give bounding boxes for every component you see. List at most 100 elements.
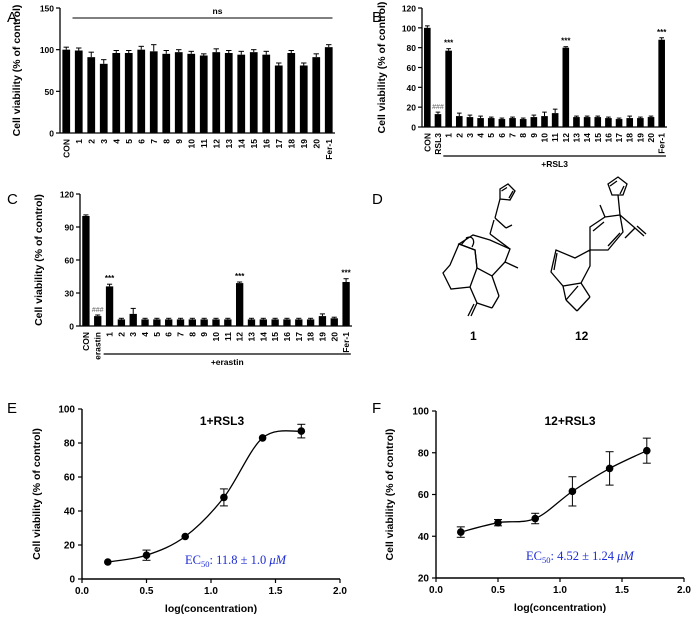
category-label: 20 [311, 139, 321, 149]
y-axis-title: Cell viability (% of control) [33, 194, 45, 326]
category-label: 3 [99, 139, 109, 144]
category-label: CON [81, 332, 91, 351]
bar [174, 52, 183, 133]
x-tick-label: 0.5 [491, 585, 505, 596]
category-label: CON [61, 139, 71, 158]
chart-title: 12+RSL3 [544, 414, 595, 428]
y-tick-label: 50 [45, 87, 55, 97]
category-label: erastin [93, 332, 103, 360]
bar [137, 49, 146, 133]
category-label: 5 [486, 133, 496, 138]
bar [162, 53, 171, 134]
bar [74, 50, 83, 133]
bar [295, 319, 303, 326]
significance-marker: *** [235, 272, 245, 281]
bar [82, 216, 90, 326]
bar [615, 119, 623, 127]
category-label: 17 [294, 332, 304, 342]
category-label: 14 [582, 133, 592, 143]
bar [312, 57, 321, 133]
x-tick-label: 0.5 [140, 586, 154, 597]
category-label: 20 [646, 133, 656, 143]
category-label: 13 [571, 133, 581, 143]
panel-letter-e: E [7, 400, 17, 417]
x-tick-label: 1.0 [553, 585, 567, 596]
significance-marker: *** [444, 39, 454, 48]
category-label: 4 [140, 332, 150, 337]
data-point [181, 532, 189, 541]
category-label: 16 [603, 133, 613, 143]
y-axis-title: Cell viability (% of control) [376, 2, 388, 134]
y-tick-label: 20 [64, 541, 76, 552]
bar [199, 55, 208, 133]
dose-response-chart-f: 0.0 0.5 1.0 1.5 2.0 20 40 60 80 100 Cell viability… [384, 407, 691, 615]
category-label: 10 [186, 139, 196, 149]
bar [212, 319, 220, 326]
bar [129, 313, 137, 326]
panel-letter-f: F [372, 400, 381, 417]
panel-letter-c: C [7, 191, 18, 208]
y-tick-label: 20 [418, 574, 430, 585]
y-tick-label: 20 [407, 103, 417, 113]
bar [299, 65, 308, 133]
y-tick-label: 40 [64, 507, 76, 518]
category-label: 11 [223, 332, 233, 341]
bar [237, 54, 246, 133]
y-tick-label: 60 [64, 473, 76, 484]
category-label: 7 [508, 133, 518, 138]
chemical-structures: 1 12 [442, 176, 647, 343]
bar [112, 53, 121, 133]
bar [117, 319, 126, 326]
y-tick-label: 30 [65, 289, 75, 299]
x-tick-label: 2.0 [677, 585, 691, 596]
category-label: Fer-1 [657, 133, 667, 154]
dose-response-chart-e: 0.0 0.5 1.0 1.5 2.0 0 20 40 60 80 100 Cell viabilit… [31, 405, 347, 616]
y-tick-label: 100 [402, 23, 416, 33]
ec50-label: EC50: 4.52 ± 1.24 μM [526, 549, 634, 565]
category-label: RSL3 [433, 133, 443, 155]
y-tick-label: 90 [65, 223, 75, 233]
category-label: 6 [164, 332, 174, 337]
data-point [104, 558, 112, 566]
category-label: 17 [614, 133, 624, 143]
hash-marker: ### [432, 104, 444, 111]
y-tick-label: 0 [69, 322, 74, 332]
bar [306, 319, 315, 326]
bar [498, 119, 506, 127]
bar [637, 118, 644, 127]
panel-letter-b: B [372, 9, 382, 26]
category-label: 18 [625, 133, 635, 143]
category-label: 17 [274, 139, 284, 149]
bar [99, 63, 108, 134]
bar [283, 319, 291, 326]
bar [212, 52, 221, 133]
hash-marker: ### [92, 307, 104, 314]
category-label: 15 [270, 332, 280, 342]
bar [224, 319, 232, 326]
x-tick-label: 1.5 [615, 585, 629, 596]
category-label: 3 [128, 332, 138, 337]
compound-1-label: 1 [470, 329, 477, 343]
y-tick-label: 60 [418, 490, 430, 501]
data-point [457, 528, 465, 536]
y-axis-title: Cell viability (% of control) [11, 5, 23, 137]
bar [424, 27, 431, 127]
bar [94, 316, 102, 326]
significance-marker: *** [341, 269, 351, 278]
ec50-label: EC50: 11.8 ± 1.0 μM [185, 553, 287, 569]
y-tick-label: 120 [402, 4, 416, 14]
category-label: 9 [199, 332, 209, 337]
category-label: 14 [258, 332, 268, 342]
category-label: 19 [635, 133, 645, 143]
group-label: +RSL3 [541, 159, 568, 169]
ec50-prefix: EC [185, 553, 201, 567]
y-tick-label: 0 [49, 129, 54, 139]
category-label: 8 [161, 139, 171, 144]
y-tick-label: 0 [69, 575, 75, 586]
category-label: CON [422, 133, 432, 152]
category-label: 7 [176, 332, 186, 337]
significance-marker: *** [105, 274, 115, 283]
y-tick-label: 100 [40, 45, 54, 55]
category-label: 11 [550, 133, 560, 142]
